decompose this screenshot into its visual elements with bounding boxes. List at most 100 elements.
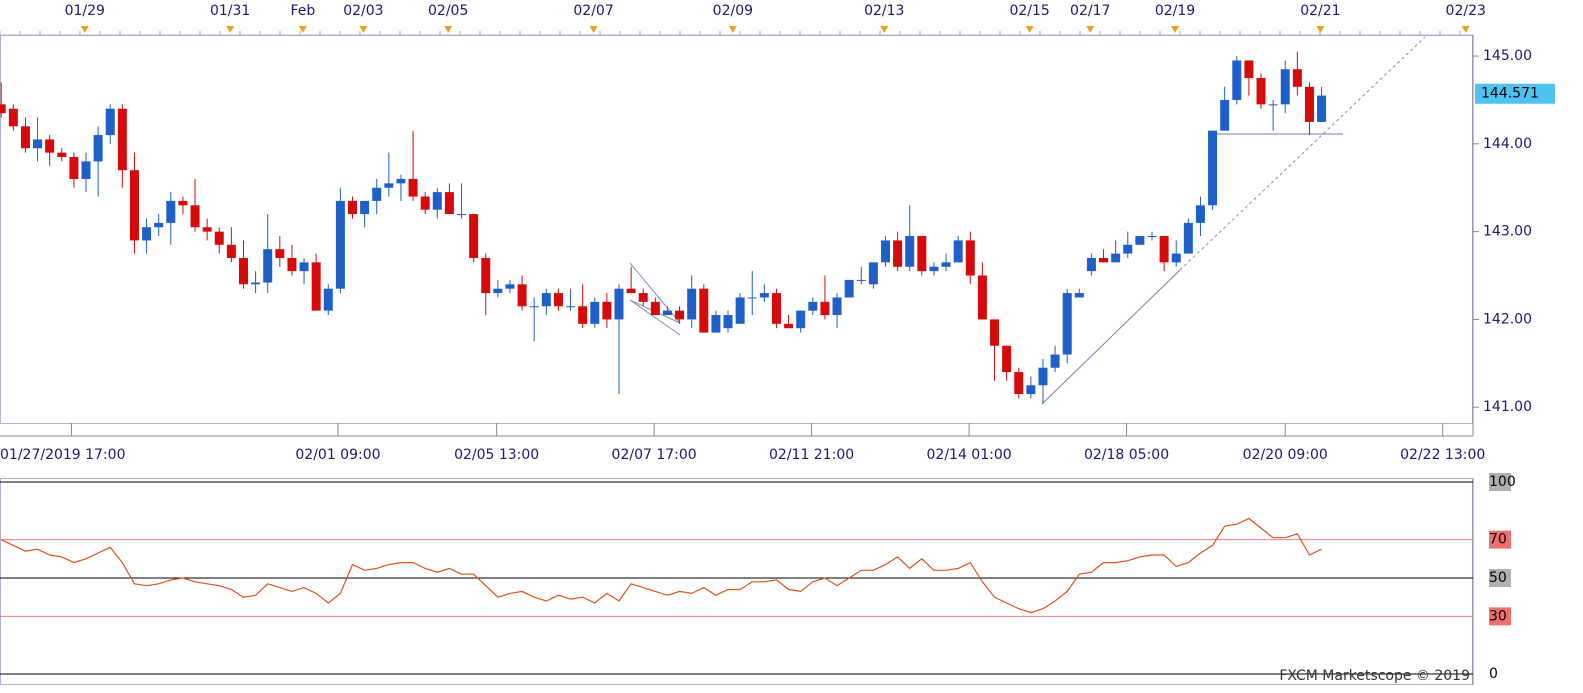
candle-body (348, 200, 358, 215)
candle-body (360, 200, 370, 215)
candle-body (965, 240, 975, 276)
candle-body (929, 266, 939, 272)
candle-body (93, 135, 103, 162)
candle-body (299, 262, 309, 272)
candle-body (1232, 60, 1242, 100)
event-marker (1316, 26, 1325, 33)
event-marker (298, 26, 307, 33)
candle-body (117, 108, 127, 171)
candle-body (880, 240, 890, 263)
candle-body (372, 187, 382, 201)
candle-body (699, 288, 709, 333)
candle-body (33, 139, 43, 149)
candle-body (275, 249, 285, 258)
last-price-label: 144.571 (1481, 86, 1539, 102)
candle-body (1050, 354, 1060, 368)
event-label: 02/23 (1446, 3, 1486, 19)
candle-body (1256, 78, 1266, 105)
candle-body (650, 301, 660, 316)
candle-body (675, 310, 685, 320)
candle-body (662, 310, 672, 316)
candle-body (408, 178, 418, 197)
last-price-box (1475, 83, 1555, 104)
level-label-bg (1489, 607, 1511, 626)
candle-body (0, 104, 6, 114)
y-tick-label: 145.00 (1483, 48, 1532, 64)
event-marker (1025, 26, 1034, 33)
candle-body (529, 306, 539, 308)
candle-body (45, 139, 55, 153)
candle-body (8, 108, 18, 127)
candle-body (238, 257, 248, 285)
x-tick-label: 02/14 01:00 (927, 447, 1012, 463)
candle-body (1171, 253, 1181, 263)
event-label: 02/21 (1300, 3, 1340, 19)
candle-body (396, 178, 406, 184)
event-marker (1086, 26, 1095, 33)
event-label: 01/29 (65, 3, 105, 19)
y-tick-label: 144.00 (1483, 136, 1532, 152)
trend-line (1041, 269, 1181, 405)
candle-body (566, 306, 576, 308)
candle-body (917, 236, 927, 272)
candle-body (953, 240, 963, 263)
candle-body (893, 240, 903, 267)
candle-body (1208, 130, 1218, 206)
candle-body (420, 196, 430, 210)
candle-body (20, 126, 30, 149)
x-tick-label: 02/22 13:00 (1400, 447, 1485, 463)
candle-body (323, 288, 333, 311)
candle-body (57, 152, 67, 158)
candle-body (747, 297, 757, 299)
candle-body (263, 249, 273, 283)
candle-body (1062, 293, 1072, 355)
event-label: 02/09 (713, 3, 753, 19)
candle-body (1099, 257, 1109, 263)
candle-body (481, 257, 491, 294)
candle-body (202, 227, 212, 232)
rsi-line (0, 517, 1322, 614)
candle-body (614, 288, 624, 320)
level-label: 50 (1489, 570, 1507, 586)
candle-body (154, 222, 164, 228)
event-label: 02/17 (1070, 3, 1110, 19)
candle-body (590, 301, 600, 324)
event-marker (359, 26, 368, 33)
candle-body (1014, 372, 1024, 395)
candle-body (687, 288, 697, 320)
candle-body (469, 214, 479, 258)
candle-body (493, 288, 503, 294)
candle-body (638, 293, 648, 302)
candle-body (796, 310, 806, 329)
candle-body (287, 257, 297, 272)
event-marker (589, 26, 598, 33)
x-tick-label: 02/07 17:00 (612, 447, 697, 463)
x-tick-label: 02/20 09:00 (1243, 447, 1328, 463)
candle-body (105, 108, 115, 136)
candle-body (1123, 244, 1133, 254)
candle-body (311, 262, 321, 311)
event-label: Feb (290, 3, 315, 19)
candle-body (444, 192, 454, 215)
candle-body (178, 200, 188, 206)
candle-body (129, 170, 139, 241)
x-tick-label: 02/05 13:00 (454, 447, 539, 463)
candle-body (1195, 205, 1205, 223)
candle-body (1292, 69, 1302, 87)
candle-body (214, 231, 224, 245)
candle-body (517, 284, 527, 307)
candle-body (1183, 222, 1193, 254)
event-marker (880, 26, 889, 33)
level-label: 0 (1489, 666, 1498, 682)
candle-body (711, 315, 721, 333)
candle-body (856, 279, 866, 281)
candle-body (1159, 236, 1169, 263)
candle-body (990, 319, 1000, 346)
candle-body (771, 293, 781, 324)
level-label-bg (1489, 473, 1511, 491)
candle-body (251, 282, 261, 285)
candle-body (1317, 95, 1327, 122)
event-marker (444, 26, 453, 33)
candle-body (784, 323, 794, 329)
